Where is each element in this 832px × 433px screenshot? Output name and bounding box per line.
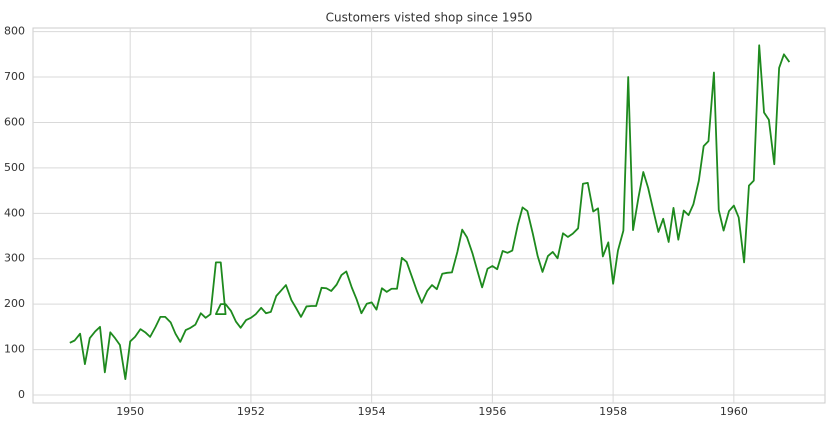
x-tick-label: 1958 — [599, 405, 627, 418]
x-tick-label: 1956 — [478, 405, 506, 418]
data-line — [69, 44, 791, 381]
y-tick-label: 400 — [4, 206, 25, 219]
y-tick-label: 300 — [4, 252, 25, 265]
y-tick-label: 0 — [18, 388, 25, 401]
y-tick-label: 100 — [4, 343, 25, 356]
chart-title: Customers visted shop since 1950 — [326, 11, 533, 25]
plot-area — [32, 27, 826, 404]
x-tick-label: 1950 — [116, 405, 144, 418]
x-tick-label: 1954 — [358, 405, 386, 418]
y-tick-label: 800 — [4, 25, 25, 38]
y-tick-label: 600 — [4, 115, 25, 128]
y-tick-label: 500 — [4, 161, 25, 174]
x-tick-label: 1952 — [237, 405, 265, 418]
y-tick-label: 700 — [4, 70, 25, 83]
y-tick-label: 200 — [4, 297, 25, 310]
x-tick-label: 1960 — [720, 405, 748, 418]
